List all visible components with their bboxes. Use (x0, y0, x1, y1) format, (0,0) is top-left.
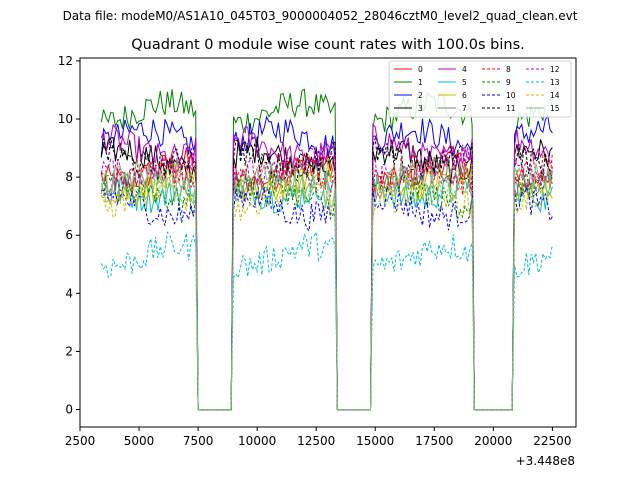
legend-label-11: 11 (506, 104, 516, 113)
plot-area (80, 58, 576, 427)
y-tick-label-8: 8 (65, 170, 73, 184)
chart-title: Quadrant 0 module wise count rates with … (131, 37, 525, 53)
y-tick-label-4: 4 (65, 286, 73, 300)
legend-label-6: 6 (462, 91, 467, 100)
x-tick-label-5000: 5000 (124, 434, 155, 448)
legend-label-12: 12 (550, 65, 560, 74)
axes-frame (79, 57, 577, 428)
legend-label-10: 10 (506, 91, 516, 100)
y-tick-label-2: 2 (65, 344, 73, 358)
legend-label-4: 4 (462, 65, 467, 74)
x-tick-label-22500: 22500 (533, 434, 571, 448)
legend-label-3: 3 (418, 104, 423, 113)
y-tick-label-0: 0 (65, 403, 73, 417)
y-tick-label-6: 6 (65, 228, 73, 242)
legend-label-15: 15 (550, 104, 560, 113)
x-tick-label-15000: 15000 (356, 434, 394, 448)
x-tick-label-2500: 2500 (65, 434, 96, 448)
x-tick-label-7500: 7500 (183, 434, 214, 448)
series-line-15 (100, 161, 553, 411)
x-offset-label: +3.448e8 (516, 454, 575, 468)
legend-label-5: 5 (462, 78, 467, 87)
legend-label-2: 2 (418, 91, 423, 100)
legend-label-13: 13 (550, 78, 560, 87)
x-tick-label-12500: 12500 (297, 434, 335, 448)
chart-suptitle: Data file: modeM0/AS1A10_045T03_90000040… (63, 9, 578, 23)
series-layer (100, 88, 553, 411)
legend-label-9: 9 (506, 78, 511, 87)
x-tick-label-20000: 20000 (474, 434, 512, 448)
series-line-14 (100, 175, 553, 411)
legend-label-8: 8 (506, 65, 511, 74)
legend-label-7: 7 (462, 104, 467, 113)
x-tick-label-17500: 17500 (415, 434, 453, 448)
legend-label-0: 0 (418, 65, 423, 74)
legend-label-14: 14 (550, 91, 560, 100)
legend-box (388, 60, 572, 118)
x-tick-label-10000: 10000 (238, 434, 276, 448)
legend-label-1: 1 (418, 78, 423, 87)
y-tick-label-12: 12 (58, 54, 73, 68)
axes-layer: 2500 5000 7500 10000 12500 15000 17500 20000 225… (58, 54, 577, 448)
y-tick-label-10: 10 (58, 112, 73, 126)
